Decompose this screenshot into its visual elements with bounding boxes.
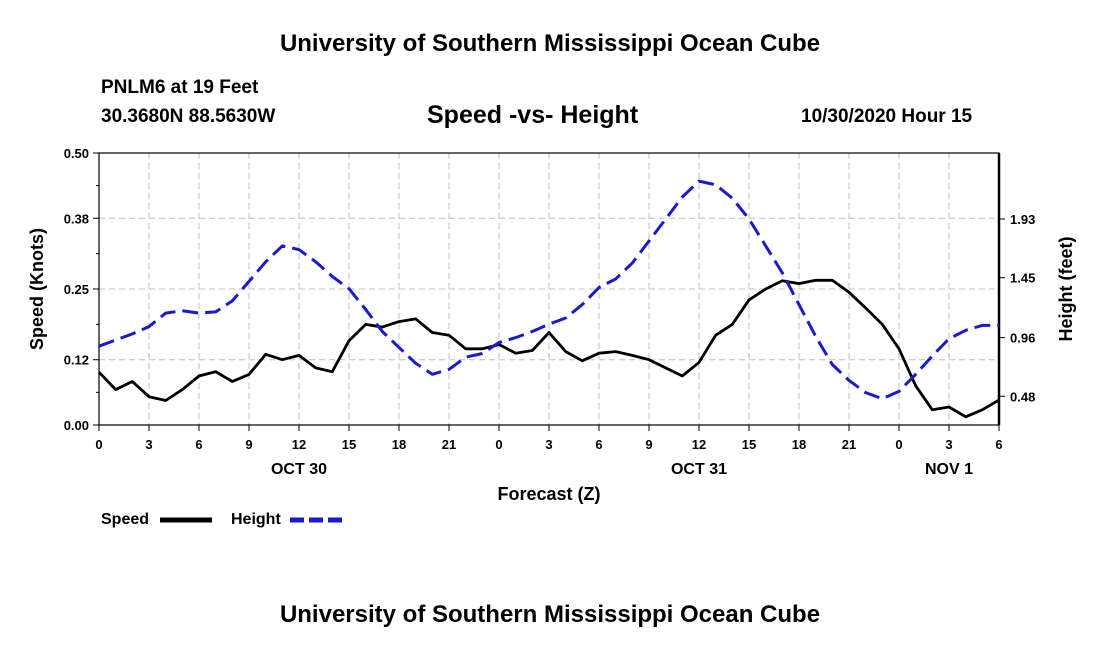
x-tick-label: 18 — [792, 437, 806, 452]
chart-title: Speed -vs- Height — [427, 101, 639, 129]
x-tick-label: 0 — [95, 437, 102, 452]
y-tick-label: 0.00 — [64, 418, 89, 433]
x-tick-label: 21 — [442, 437, 456, 452]
x-tick-label: 0 — [895, 437, 902, 452]
chart-axes — [93, 152, 1005, 431]
y2-tick-label: 1.45 — [1010, 271, 1035, 286]
x-tick-label: 6 — [995, 437, 1002, 452]
coordinates-label: 30.3680N 88.5630W — [101, 106, 276, 127]
height-series-line — [98, 179, 999, 401]
x-tick-label: 12 — [692, 437, 706, 452]
x-tick-label: 9 — [645, 437, 652, 452]
date-label: OCT 30 — [271, 461, 327, 478]
grid-lines — [99, 153, 999, 425]
x-tick-label: 3 — [145, 437, 152, 452]
legend-height-label: Height — [231, 511, 281, 528]
x-tick-label: 3 — [545, 437, 552, 452]
page-title: University of Southern Mississippi Ocean… — [279, 30, 821, 57]
x-axis-label: Forecast (Z) — [497, 484, 600, 504]
date-label: 10/30/2020 Hour 15 — [801, 106, 973, 127]
y2-axis-label: Height (feet) — [1056, 237, 1076, 342]
x-tick-label: 15 — [742, 437, 756, 452]
y-tick-label: 0.38 — [64, 211, 89, 226]
speed-height-chart: 0 3 6 9 12 15 18 21 0 3 6 9 12 15 18 21 0 3 6 0.00 0.12 0.25 0… — [27, 146, 1076, 528]
y-tick-label: 0.50 — [64, 146, 89, 161]
speed-series-line — [97, 278, 1000, 419]
x-tick-label: 21 — [842, 437, 856, 452]
y-tick-label: 0.12 — [64, 353, 89, 368]
station-label: PNLM6 at 19 Feet — [101, 77, 259, 98]
x-tick-label: 9 — [245, 437, 252, 452]
x-tick-label: 3 — [945, 437, 952, 452]
chart-series — [97, 179, 1000, 419]
x-tick-label: 6 — [595, 437, 602, 452]
x-tick-label: 15 — [342, 437, 356, 452]
x-tick-label: 12 — [292, 437, 306, 452]
y2-tick-label: 0.96 — [1010, 331, 1035, 346]
x-tick-label: 6 — [195, 437, 202, 452]
chart-labels: 0 3 6 9 12 15 18 21 0 3 6 9 12 15 18 21 0 3 6 0.00 0.12 0.25 0… — [27, 146, 1076, 528]
y-axis-label: Speed (Knots) — [27, 228, 47, 350]
footer-title: University of Southern Mississippi Ocean… — [279, 601, 821, 628]
y-tick-label: 0.25 — [64, 282, 89, 297]
date-label: NOV 1 — [925, 461, 973, 478]
date-label: OCT 31 — [671, 461, 727, 478]
x-tick-label: 18 — [392, 437, 406, 452]
legend-speed-label: Speed — [101, 511, 149, 528]
x-tick-label: 0 — [495, 437, 502, 452]
y2-tick-label: 0.48 — [1010, 389, 1035, 404]
y2-tick-label: 1.93 — [1010, 212, 1035, 227]
